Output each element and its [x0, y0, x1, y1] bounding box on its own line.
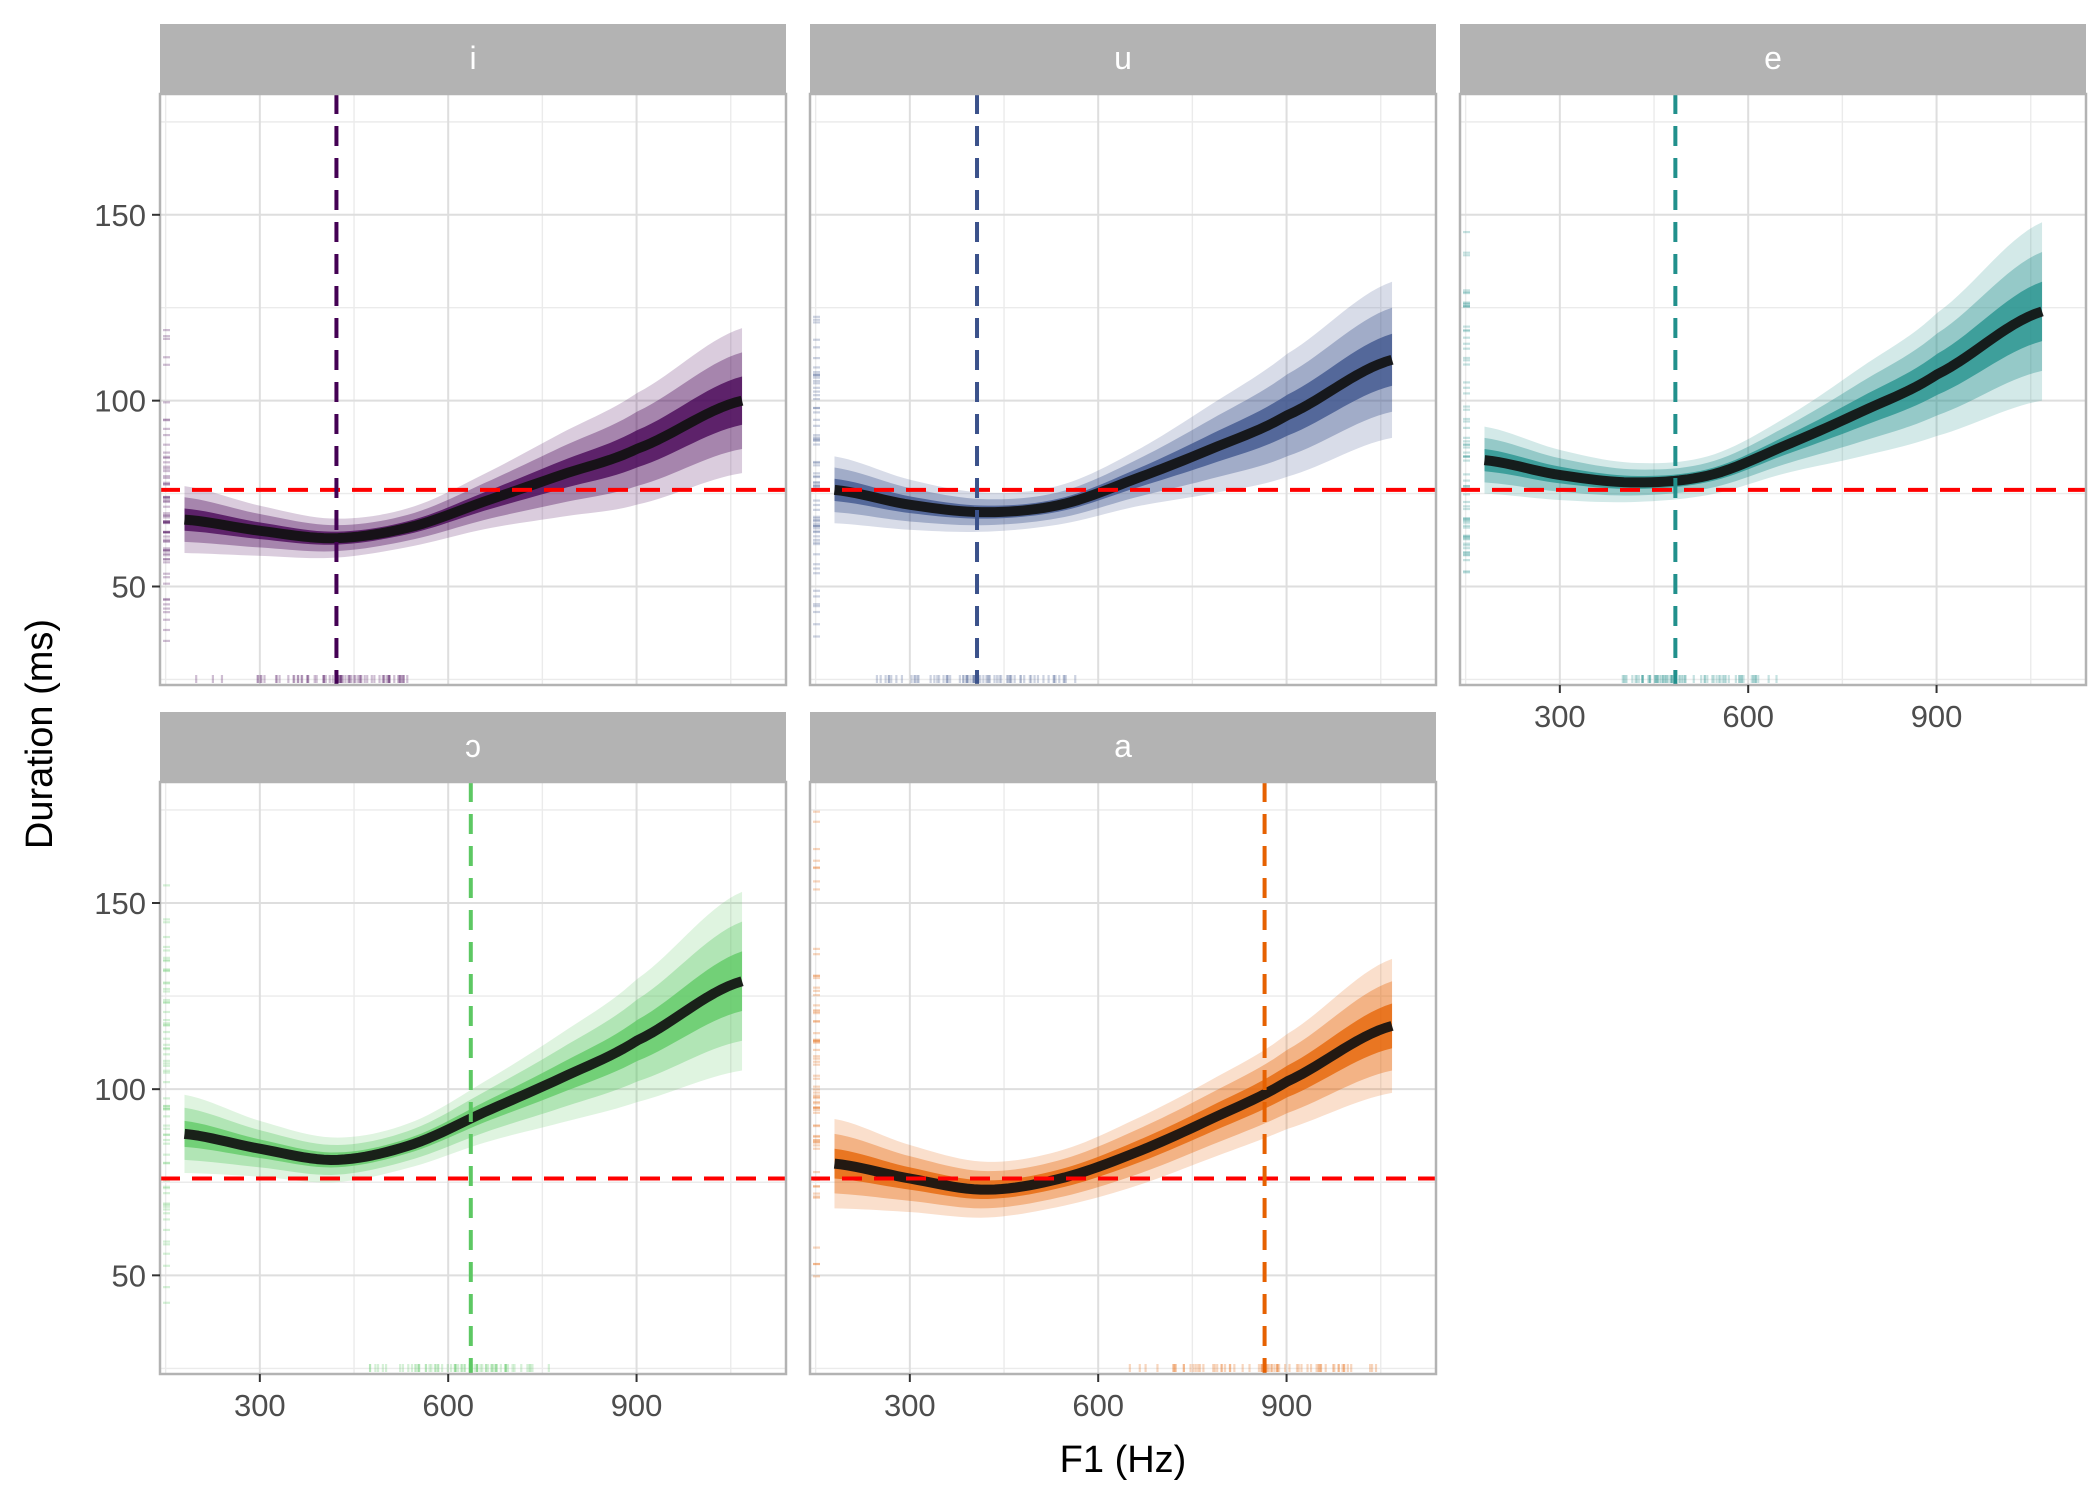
facet-strip-label: ɔ [465, 728, 481, 764]
panel-border [808, 780, 1438, 1376]
x-tick-label: 900 [1261, 1388, 1313, 1423]
y-tick-label: 150 [94, 886, 146, 921]
panel-border [158, 92, 788, 687]
y-tick-label: 50 [112, 570, 146, 605]
outer-interval-band [1484, 222, 2043, 503]
outer-interval-band [184, 328, 743, 559]
x-axis-title: F1 (Hz) [1060, 1439, 1187, 1481]
facet-strip [810, 24, 1436, 94]
panel-border [158, 780, 788, 1376]
x-tick-label: 600 [1072, 1388, 1124, 1423]
facet-panel-4: a 300 600 900 [808, 712, 1438, 1423]
fitted-line [833, 1021, 1394, 1195]
facet-strip-label: u [1114, 40, 1132, 76]
facet-strip [160, 24, 786, 94]
outer-interval-band [184, 891, 743, 1183]
fitted-line [184, 395, 744, 544]
facet-panel-2: e 300 600 900 [1458, 24, 2088, 734]
panel-border [808, 92, 1438, 687]
facet-strip [1460, 24, 2086, 94]
outer-interval-band [834, 281, 1393, 532]
y-tick-label: 100 [94, 384, 146, 419]
facet-strip-label: e [1764, 40, 1782, 76]
x-tick-label: 600 [1722, 699, 1774, 734]
panel-border [1458, 92, 2088, 687]
y-tick-label: 150 [94, 198, 146, 233]
x-tick-label: 300 [1534, 699, 1586, 734]
facet-strip [160, 712, 786, 782]
facet-strip [810, 712, 1436, 782]
facet-strip-label: a [1114, 728, 1132, 764]
facet-panel-1: u [808, 24, 1438, 687]
x-tick-label: 600 [422, 1388, 474, 1423]
x-tick-label: 300 [234, 1388, 286, 1423]
y-tick-label: 50 [112, 1258, 146, 1293]
facet-panel-3: ɔ 50 100 150 300 600 900 [94, 712, 788, 1423]
facet-strip-label: i [469, 40, 476, 76]
x-tick-label: 900 [611, 1388, 663, 1423]
fitted-line [833, 354, 1394, 518]
fitted-line [183, 976, 744, 1165]
x-tick-label: 300 [884, 1388, 936, 1423]
fitted-line [1483, 306, 2044, 488]
y-tick-label: 100 [94, 1072, 146, 1107]
facet-panel-0: i 50 100 150 [94, 24, 788, 687]
x-tick-label: 900 [1911, 699, 1963, 734]
y-axis-title: Duration (ms) [19, 619, 61, 849]
